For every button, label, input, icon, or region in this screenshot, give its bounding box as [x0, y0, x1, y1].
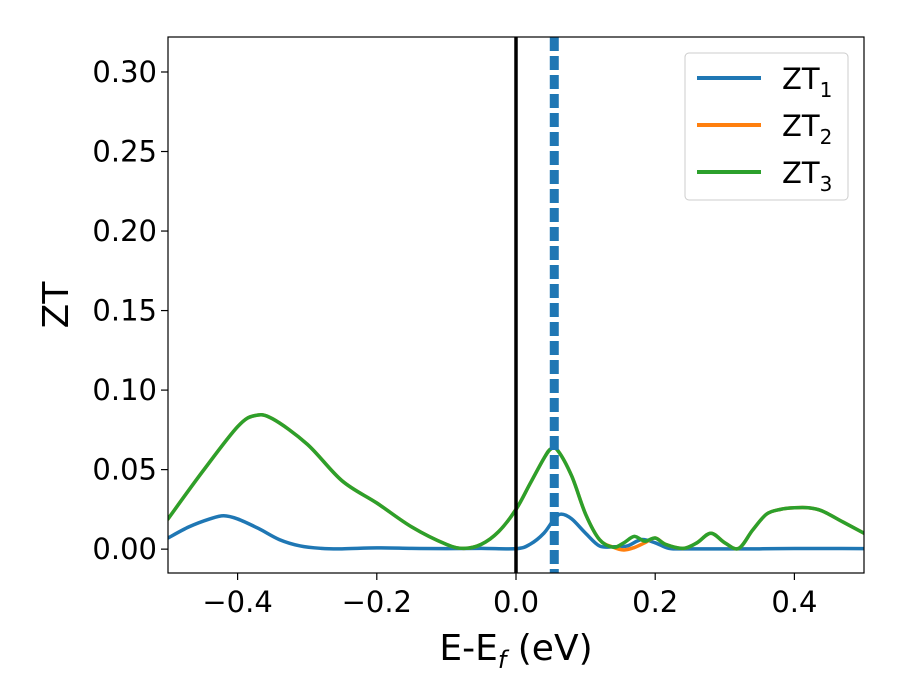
vline-layer — [514, 37, 559, 573]
series-line-zt3 — [168, 412, 864, 551]
y-tick-label: 0.20 — [92, 214, 157, 248]
x-tick-label: 0.2 — [632, 585, 678, 619]
x-axis-title-main: E-E — [439, 628, 497, 669]
y-tick-label: 0.25 — [92, 135, 157, 169]
legend-label-zt1: ZT1 — [782, 62, 832, 102]
x-tick-label: −0.4 — [202, 585, 272, 619]
y-axis-title: ZT — [36, 281, 77, 329]
legend: ZT1 ZT2 ZT3 — [684, 52, 849, 201]
legend-label-zt3: ZT3 — [782, 156, 832, 196]
y-tick-label: 0.30 — [92, 55, 157, 89]
x-axis-ticks: −0.4 −0.2 0.0 0.2 0.4 — [202, 573, 817, 619]
y-tick-label: 0.00 — [92, 532, 157, 566]
x-axis-title-unit: (eV) — [506, 628, 592, 669]
x-tick-label: 0.0 — [493, 585, 539, 619]
x-tick-label: 0.4 — [771, 585, 817, 619]
y-tick-label: 0.05 — [92, 453, 157, 487]
x-tick-label: −0.2 — [342, 585, 412, 619]
legend-box — [684, 52, 849, 201]
legend-label-zt2: ZT2 — [782, 109, 832, 149]
y-tick-label: 0.15 — [92, 294, 157, 328]
series-layer — [168, 412, 864, 552]
x-axis-title: E-Ef (eV) — [439, 628, 592, 674]
y-tick-label: 0.10 — [92, 373, 157, 407]
y-axis-ticks: 0.00 0.05 0.10 0.15 0.20 0.25 0.30 — [92, 55, 168, 566]
